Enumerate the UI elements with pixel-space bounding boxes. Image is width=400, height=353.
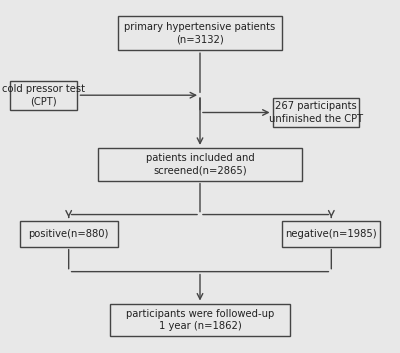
- FancyBboxPatch shape: [282, 221, 380, 246]
- FancyBboxPatch shape: [10, 80, 76, 110]
- FancyBboxPatch shape: [118, 16, 282, 50]
- Text: cold pressor test
(CPT): cold pressor test (CPT): [2, 84, 85, 107]
- Text: 267 participants
unfinished the CPT: 267 participants unfinished the CPT: [268, 101, 363, 124]
- Text: primary hypertensive patients
(n=3132): primary hypertensive patients (n=3132): [124, 22, 276, 44]
- Text: negative(n=1985): negative(n=1985): [286, 229, 377, 239]
- FancyBboxPatch shape: [272, 98, 359, 127]
- FancyBboxPatch shape: [98, 148, 302, 181]
- Text: participants were followed-up
1 year (n=1862): participants were followed-up 1 year (n=…: [126, 309, 274, 331]
- FancyBboxPatch shape: [20, 221, 118, 246]
- Text: positive(n=880): positive(n=880): [28, 229, 109, 239]
- FancyBboxPatch shape: [110, 304, 290, 336]
- Text: patients included and
screened(n=2865): patients included and screened(n=2865): [146, 153, 254, 176]
